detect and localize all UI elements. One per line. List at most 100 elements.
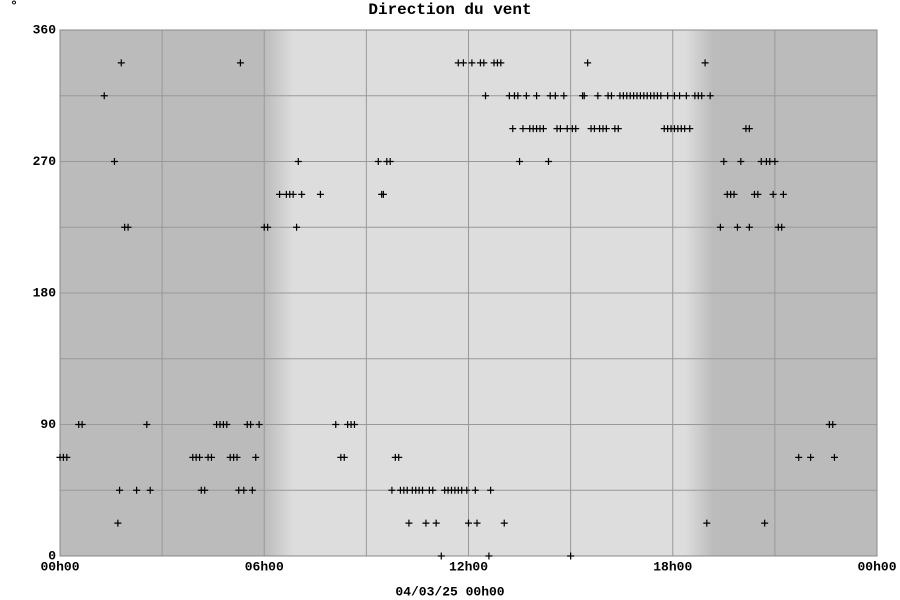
data-point <box>419 486 427 494</box>
data-point <box>580 92 588 100</box>
data-point <box>497 59 505 67</box>
data-point <box>350 421 358 428</box>
x-axis-label: 04/03/25 00h00 <box>395 584 504 599</box>
data-point <box>201 486 209 494</box>
data-point <box>509 125 517 133</box>
data-point <box>594 92 602 100</box>
data-point <box>133 486 141 494</box>
data-point <box>544 158 552 165</box>
data-point <box>100 92 108 100</box>
data-point <box>422 519 430 527</box>
data-point <box>247 421 255 428</box>
data-point <box>298 190 306 198</box>
data-point <box>487 486 495 494</box>
data-point <box>539 125 547 133</box>
chart-title: Direction du vent <box>368 1 531 19</box>
data-point <box>556 125 564 133</box>
data-point <box>778 223 786 231</box>
data-point <box>795 453 803 461</box>
data-point <box>745 223 753 231</box>
data-point <box>607 92 615 100</box>
data-point <box>676 92 684 100</box>
x-tick-label: 00h00 <box>40 559 79 574</box>
data-point <box>733 223 741 231</box>
data-point <box>514 92 522 100</box>
y-tick-label: 360 <box>33 22 57 37</box>
data-point <box>78 421 86 428</box>
data-point <box>698 92 706 100</box>
data-point <box>63 453 71 461</box>
data-point <box>240 486 248 494</box>
data-point <box>110 158 118 165</box>
data-point <box>737 158 745 165</box>
data-point <box>519 125 527 133</box>
data-point <box>516 158 524 165</box>
data-point <box>560 92 568 100</box>
data-point <box>316 190 324 198</box>
data-point <box>830 453 838 461</box>
data-point <box>754 190 762 198</box>
data-point <box>289 190 297 198</box>
data-point <box>276 190 284 198</box>
data-point <box>602 125 610 133</box>
data-point <box>779 190 787 198</box>
data-point <box>143 421 151 428</box>
data-point <box>248 486 256 494</box>
data-point <box>223 421 231 428</box>
data-point <box>500 519 508 527</box>
data-point <box>236 59 244 67</box>
data-point <box>459 59 467 67</box>
data-point <box>703 519 711 527</box>
data-point <box>771 158 779 165</box>
data-point <box>533 92 541 100</box>
data-point <box>745 125 753 133</box>
data-point <box>429 486 437 494</box>
data-point <box>482 92 490 100</box>
data-point <box>701 59 709 67</box>
y-tick-label: 270 <box>33 154 57 169</box>
data-point <box>657 92 665 100</box>
data-point <box>379 190 387 198</box>
data-point <box>584 59 592 67</box>
data-point <box>551 92 559 100</box>
data-point <box>473 519 481 527</box>
data-point <box>706 92 714 100</box>
y-tick-label: 180 <box>33 285 57 300</box>
data-point <box>567 552 575 560</box>
data-point <box>117 59 125 67</box>
data-point <box>405 519 413 527</box>
x-tick-label: 06h00 <box>245 559 284 574</box>
y-tick-label: 90 <box>40 417 56 432</box>
data-point <box>332 421 340 428</box>
data-point <box>522 92 530 100</box>
data-point <box>432 519 440 527</box>
y-axis-unit: ° <box>10 0 18 13</box>
data-point <box>252 453 260 461</box>
data-point <box>468 59 476 67</box>
data-point <box>294 158 302 165</box>
data-point <box>293 223 301 231</box>
data-point <box>485 552 493 560</box>
data-point <box>807 453 815 461</box>
data-point <box>480 59 488 67</box>
data-point <box>264 223 272 231</box>
x-tick-label: 12h00 <box>449 559 488 574</box>
data-point <box>255 421 263 428</box>
data-point <box>572 125 580 133</box>
data-point <box>116 486 124 494</box>
data-point <box>233 453 241 461</box>
x-tick-label: 18h00 <box>653 559 692 574</box>
data-point <box>761 519 769 527</box>
data-point <box>114 519 122 527</box>
data-point <box>196 453 204 461</box>
data-point <box>730 190 738 198</box>
data-point <box>386 158 394 165</box>
data-point <box>682 92 690 100</box>
data-point <box>388 486 396 494</box>
data-point <box>340 453 348 461</box>
data-point <box>664 92 672 100</box>
data-point <box>471 486 479 494</box>
data-point <box>463 486 471 494</box>
data-point <box>374 158 382 165</box>
